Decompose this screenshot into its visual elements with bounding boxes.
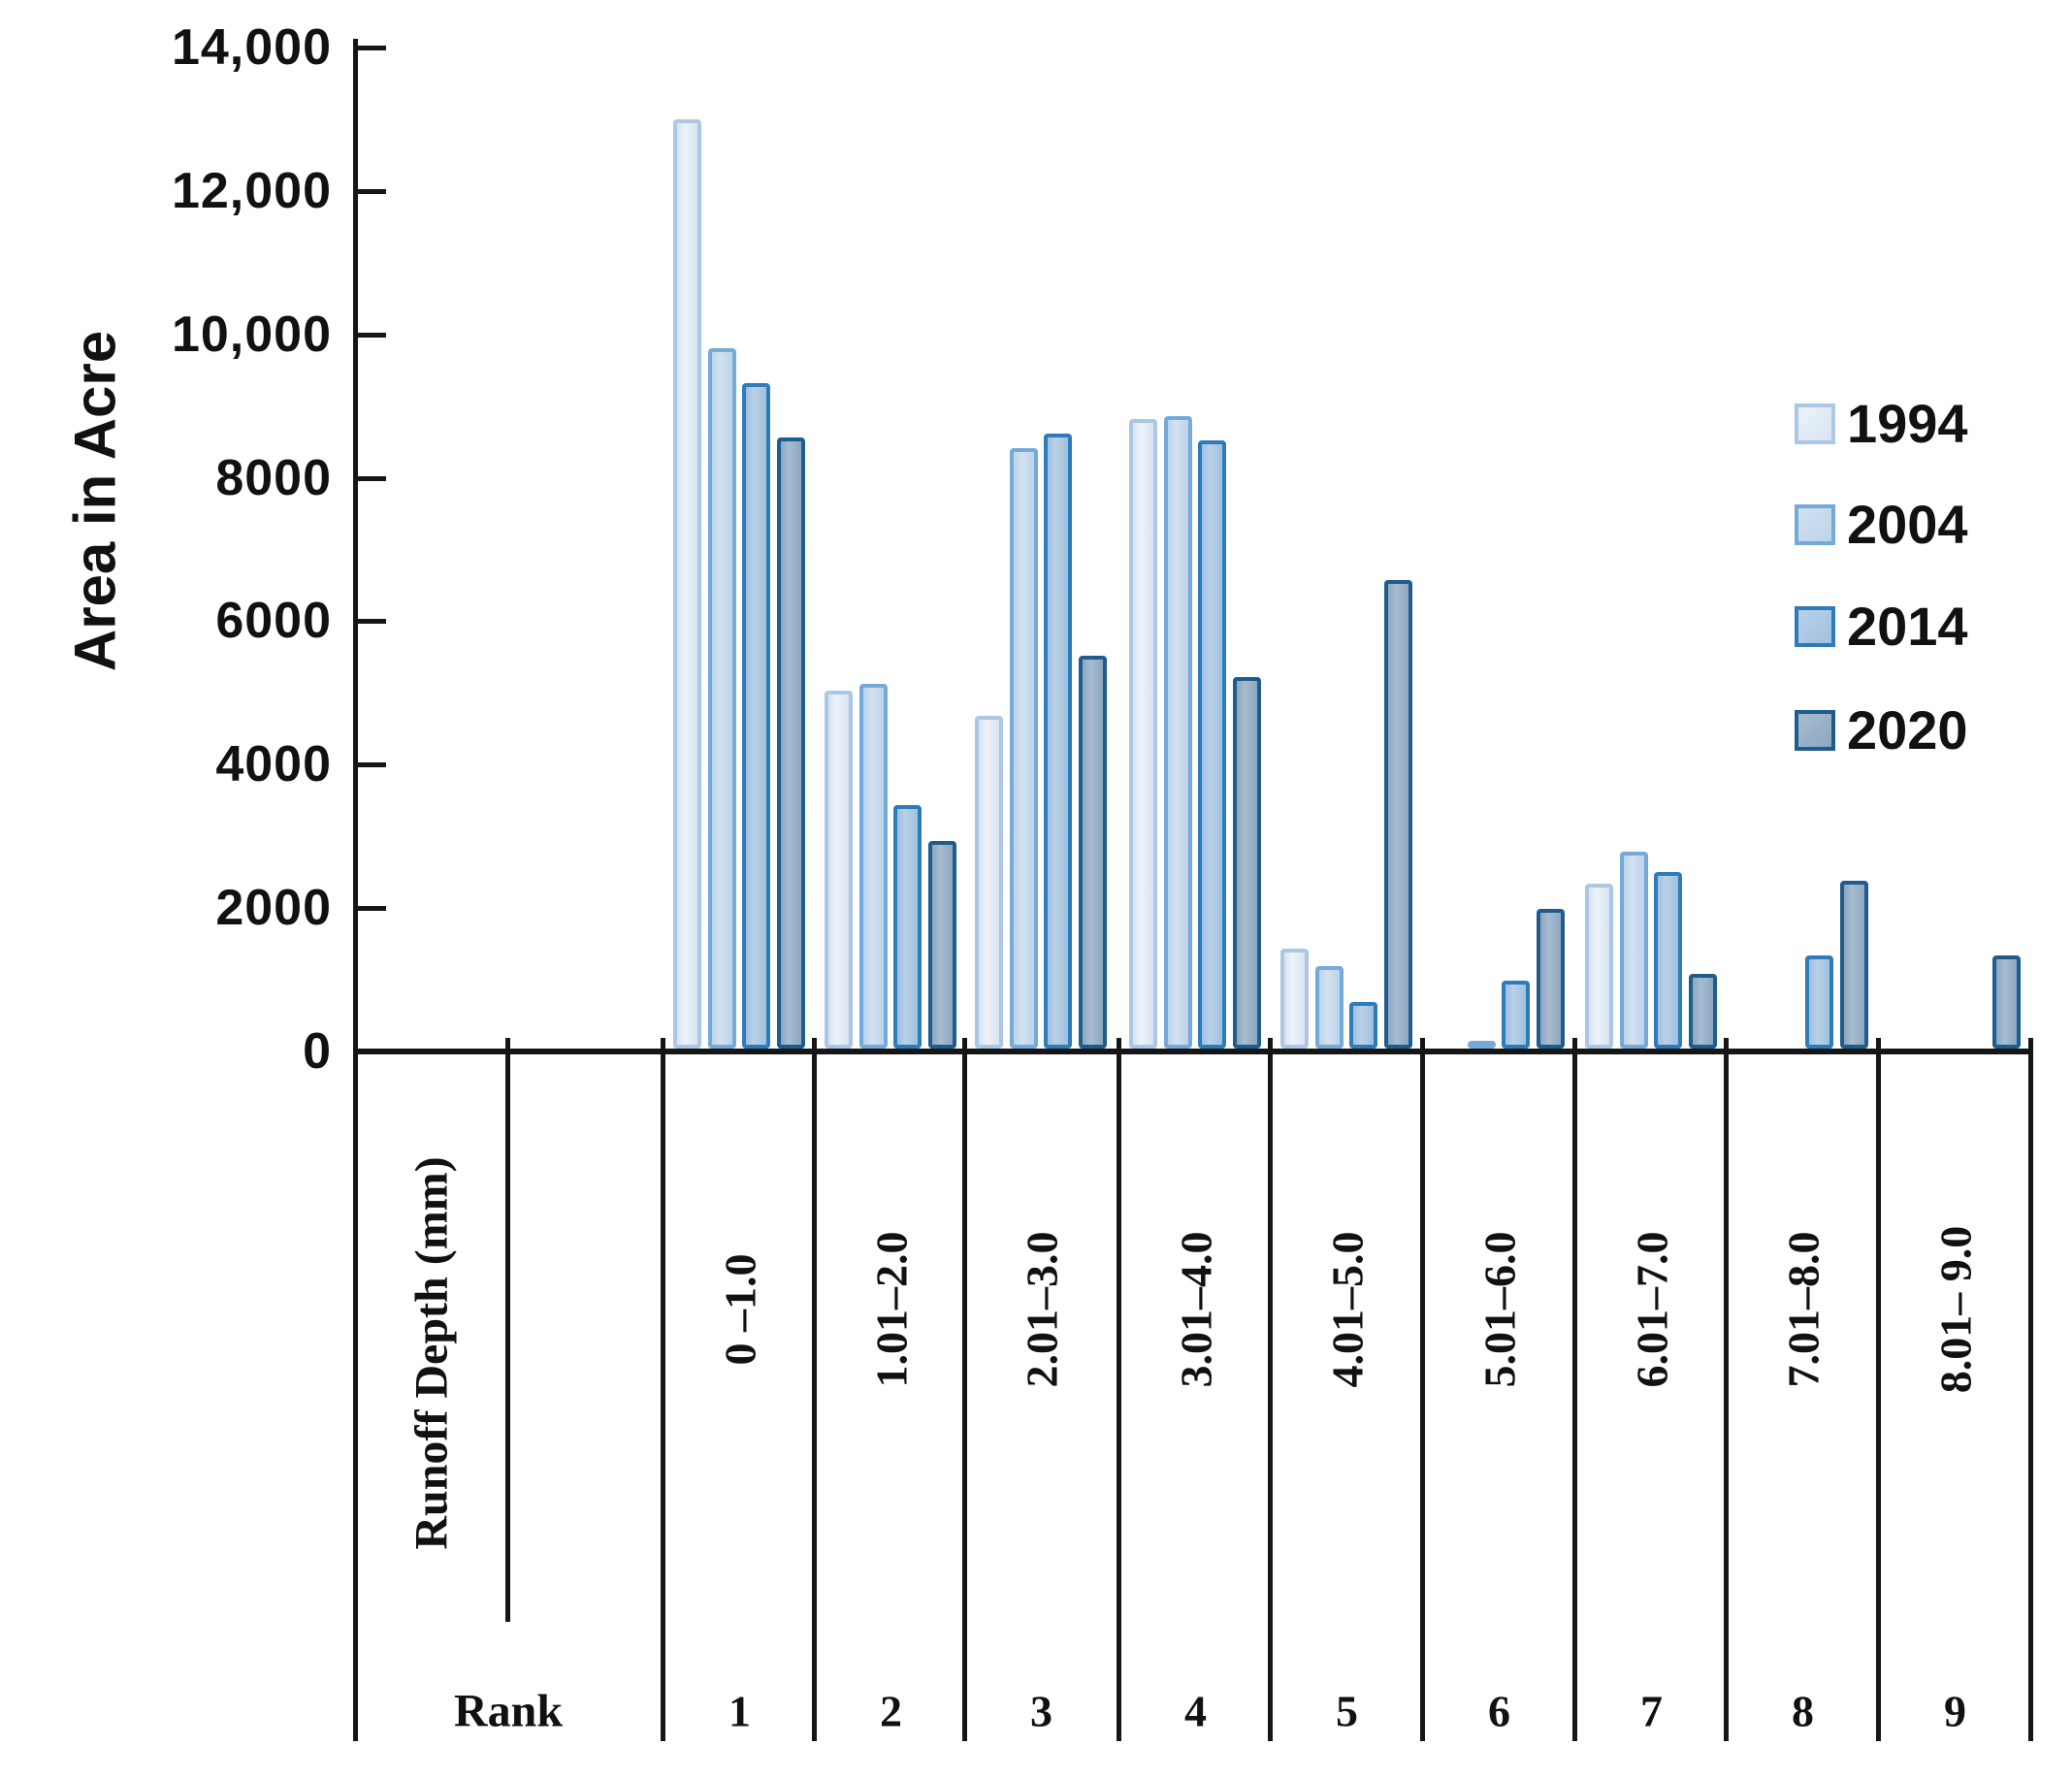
table-divider bbox=[1117, 1038, 1121, 1741]
bar-2020-rank-8 bbox=[1840, 881, 1868, 1049]
bar-2004-rank-4 bbox=[1164, 416, 1192, 1049]
category-label-rank-7: 6.01–7.0 bbox=[1627, 1231, 1676, 1388]
category-label-rank-3: 2.01–3.0 bbox=[1017, 1231, 1066, 1388]
legend-swatch-2020 bbox=[1795, 710, 1835, 751]
y-tick-label-0: 0 bbox=[303, 1022, 332, 1080]
bar-2020-rank-7 bbox=[1689, 974, 1717, 1049]
table-divider bbox=[1724, 1038, 1729, 1741]
y-tick-mark bbox=[358, 475, 386, 481]
bar-2004-rank-6 bbox=[1468, 1041, 1496, 1049]
bar-2004-rank-2 bbox=[859, 684, 888, 1049]
rank-value-9: 9 bbox=[1944, 1686, 1966, 1736]
y-tick-label-12000: 12,000 bbox=[171, 162, 332, 219]
table-divider bbox=[1572, 1038, 1577, 1741]
legend-item-2014: 2014 bbox=[1795, 599, 1968, 654]
table-divider bbox=[1876, 1038, 1881, 1741]
legend-swatch-2014 bbox=[1795, 606, 1835, 647]
rank-header: Rank bbox=[453, 1685, 564, 1737]
legend-label-2014: 2014 bbox=[1847, 596, 1968, 657]
bar-2014-rank-6 bbox=[1502, 981, 1530, 1049]
category-label-rank-6: 5.01–6.0 bbox=[1474, 1231, 1524, 1388]
bar-2020-rank-1 bbox=[777, 437, 805, 1049]
legend-item-2004: 2004 bbox=[1795, 498, 1968, 552]
legend-item-1994: 1994 bbox=[1795, 397, 1968, 451]
category-label-rank-8: 7.01–8.0 bbox=[1778, 1231, 1828, 1388]
bar-2020-rank-5 bbox=[1384, 580, 1412, 1049]
bar-2020-rank-6 bbox=[1537, 909, 1565, 1049]
legend-swatch-1994 bbox=[1795, 404, 1835, 444]
runoff-depth-header: Runoff Depth (mm) bbox=[405, 1156, 458, 1550]
category-label-rank-2: 1.01–2.0 bbox=[866, 1231, 916, 1388]
bar-2020-rank-4 bbox=[1233, 677, 1261, 1049]
x-axis-line bbox=[353, 1049, 2033, 1054]
rank-value-5: 5 bbox=[1336, 1686, 1358, 1736]
y-tick-mark bbox=[358, 188, 386, 194]
bar-1994-rank-7 bbox=[1585, 884, 1613, 1049]
y-tick-mark bbox=[358, 762, 386, 768]
bar-2014-rank-3 bbox=[1044, 434, 1072, 1049]
bar-2014-rank-4 bbox=[1198, 440, 1226, 1049]
rank-value-6: 6 bbox=[1488, 1686, 1510, 1736]
bar-2014-rank-1 bbox=[742, 383, 770, 1049]
bar-2004-rank-7 bbox=[1620, 852, 1648, 1049]
table-divider-header bbox=[505, 1038, 510, 1622]
category-label-rank-9: 8.01– 9.0 bbox=[1930, 1225, 1980, 1394]
table-divider bbox=[2028, 1038, 2033, 1741]
bar-2004-rank-1 bbox=[708, 348, 736, 1049]
category-label-rank-5: 4.01–5.0 bbox=[1322, 1231, 1372, 1388]
table-divider bbox=[962, 1038, 967, 1741]
y-tick-mark bbox=[358, 46, 386, 50]
rank-value-8: 8 bbox=[1792, 1686, 1814, 1736]
rank-value-2: 2 bbox=[880, 1686, 902, 1736]
bar-2004-rank-3 bbox=[1010, 448, 1038, 1049]
table-divider bbox=[812, 1038, 817, 1741]
table-divider bbox=[1420, 1038, 1425, 1741]
bar-2004-rank-5 bbox=[1315, 966, 1344, 1049]
bar-1994-rank-3 bbox=[975, 716, 1003, 1049]
bar-1994-rank-2 bbox=[825, 691, 853, 1049]
bar-2020-rank-3 bbox=[1079, 656, 1107, 1049]
rank-value-1: 1 bbox=[728, 1686, 751, 1736]
category-label-rank-1: 0 –1.0 bbox=[715, 1253, 764, 1366]
legend-swatch-2004 bbox=[1795, 504, 1835, 545]
bar-2014-rank-7 bbox=[1654, 872, 1682, 1049]
y-tick-label-4000: 4000 bbox=[215, 736, 332, 793]
bar-1994-rank-5 bbox=[1280, 949, 1309, 1049]
table-divider bbox=[661, 1038, 665, 1741]
y-tick-label-8000: 8000 bbox=[215, 449, 332, 506]
bar-2020-rank-2 bbox=[928, 841, 956, 1049]
y-tick-label-2000: 2000 bbox=[215, 880, 332, 937]
legend-label-1994: 1994 bbox=[1847, 393, 1968, 454]
bar-1994-rank-4 bbox=[1129, 419, 1157, 1049]
y-tick-label-10000: 10,000 bbox=[171, 306, 332, 363]
rank-value-4: 4 bbox=[1184, 1686, 1207, 1736]
y-tick-mark bbox=[358, 332, 386, 338]
rank-value-3: 3 bbox=[1030, 1686, 1052, 1736]
legend-label-2020: 2020 bbox=[1847, 699, 1968, 760]
y-tick-mark bbox=[358, 906, 386, 912]
y-tick-mark bbox=[358, 619, 386, 625]
legend-label-2004: 2004 bbox=[1847, 494, 1968, 555]
table-divider bbox=[1268, 1038, 1273, 1741]
bar-2014-rank-5 bbox=[1349, 1002, 1377, 1049]
rank-value-7: 7 bbox=[1640, 1686, 1663, 1736]
y-tick-label-14000: 14,000 bbox=[171, 19, 332, 76]
bar-2020-rank-9 bbox=[1992, 955, 2021, 1049]
bar-1994-rank-1 bbox=[673, 119, 701, 1049]
bar-2014-rank-8 bbox=[1805, 955, 1833, 1049]
y-axis-line bbox=[353, 39, 358, 1741]
y-tick-label-6000: 6000 bbox=[215, 593, 332, 650]
bar-2014-rank-2 bbox=[893, 805, 922, 1049]
legend-item-2020: 2020 bbox=[1795, 703, 1968, 758]
category-label-rank-4: 3.01–4.0 bbox=[1171, 1231, 1220, 1388]
